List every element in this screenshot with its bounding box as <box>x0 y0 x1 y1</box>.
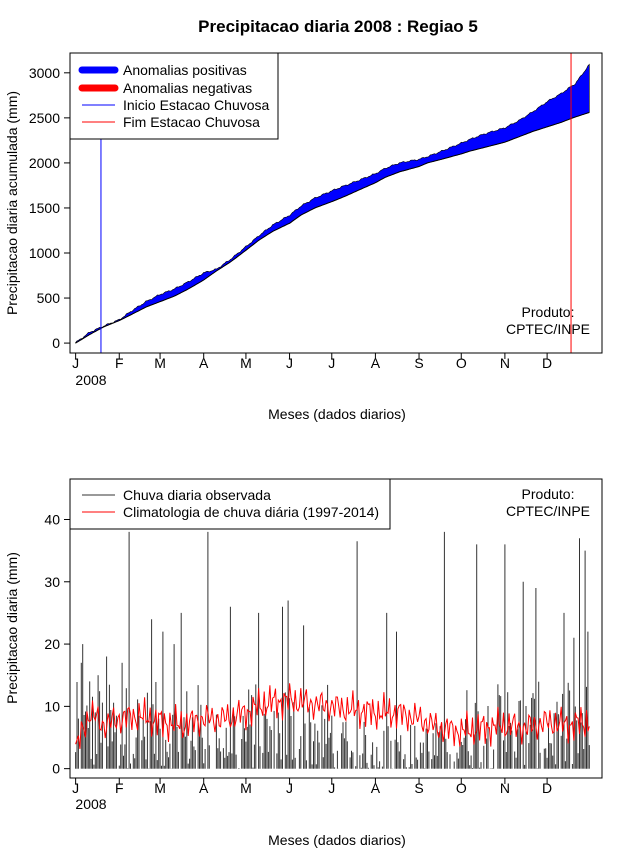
top-y-tick-label: 3000 <box>29 65 60 81</box>
bottom-x-tick-label: O <box>456 780 467 796</box>
top-x-tick-label: J <box>286 355 293 371</box>
bottom-y-tick-label: 40 <box>44 511 60 527</box>
top-x-tick-label: S <box>414 355 423 371</box>
climatology-accumulated-line <box>75 112 590 344</box>
bottom-y-tick-label: 10 <box>44 698 60 714</box>
bottom-x-tick-label: A <box>371 780 381 796</box>
bottom-x-tick-label: J <box>328 780 335 796</box>
bottom-legend: Chuva diaria observada Climatologia de c… <box>69 478 391 530</box>
bottom-x-tick-label: A <box>199 780 209 796</box>
bottom-x-tick-label: J <box>286 780 293 796</box>
bottom-x-tick-label: M <box>154 780 166 796</box>
chart-title: Precipitacao diaria 2008 : Regiao 5 <box>198 17 478 36</box>
top-y-axis-label: Precipitacao diaria acumulada (mm) <box>4 91 20 315</box>
bottom-plot-area <box>75 531 590 769</box>
bottom-y-tick-label: 30 <box>44 574 60 590</box>
top-x-axis-label: Meses (dados diarios) <box>268 406 406 422</box>
top-x-tick-label: F <box>115 355 124 371</box>
legend-label-observed: Chuva diaria observada <box>123 487 271 503</box>
top-y-tick-label: 1000 <box>29 245 60 261</box>
climatology-daily-line <box>75 683 590 749</box>
top-y-tick-label: 2500 <box>29 110 60 126</box>
top-x-tick-label: N <box>500 355 510 371</box>
top-x-tick-label: A <box>371 355 381 371</box>
bottom-annotation-line-1: Produto: <box>522 486 575 502</box>
top-x-tick-label: J <box>72 355 79 371</box>
top-y-axis: 0 500 1000 1500 2000 2500 3000 <box>29 65 70 351</box>
top-x-tick-label: M <box>240 355 252 371</box>
top-annotation-line-2: CPTEC/INPE <box>506 321 590 337</box>
top-annotation-line-1: Produto: <box>522 304 575 320</box>
bottom-annotation-line-2: CPTEC/INPE <box>506 503 590 519</box>
legend-label-season-start: Inicio Estacao Chuvosa <box>123 97 270 113</box>
bottom-x-tick-label: F <box>115 780 124 796</box>
top-x-tick-label: O <box>456 355 467 371</box>
top-x-tick-label: M <box>154 355 166 371</box>
top-y-tick-label: 0 <box>52 335 60 351</box>
bottom-chart: 0 10 20 30 40 J F M A M J J A S O N D 2008 Meses (dados… <box>4 478 603 848</box>
observed-daily-series <box>75 531 590 769</box>
bottom-y-tick-label: 20 <box>44 636 60 652</box>
top-y-tick-label: 1500 <box>29 200 60 216</box>
bottom-x-tick-label: J <box>72 780 79 796</box>
bottom-year-label: 2008 <box>75 796 106 812</box>
bottom-legend-box <box>69 478 391 530</box>
legend-label-climatology: Climatologia de chuva diária (1997-2014) <box>123 504 379 520</box>
bottom-x-axis-label: Meses (dados diarios) <box>268 832 406 848</box>
top-x-tick-label: D <box>542 355 552 371</box>
top-chart: Precipitacao diaria 2008 : Regiao 5 0 500… <box>4 17 603 422</box>
legend-label-positive: Anomalias positivas <box>123 62 247 78</box>
bottom-x-tick-label: S <box>414 780 423 796</box>
bottom-x-tick-label: N <box>500 780 510 796</box>
top-legend: Anomalias positivas Anomalias negativas … <box>69 52 279 140</box>
bottom-x-tick-label: M <box>240 780 252 796</box>
bottom-y-axis: 0 10 20 30 40 <box>44 511 70 777</box>
top-y-tick-label: 2000 <box>29 155 60 171</box>
top-x-tick-label: J <box>328 355 335 371</box>
legend-label-negative: Anomalias negativas <box>123 80 252 96</box>
bottom-x-tick-label: D <box>542 780 552 796</box>
top-year-label: 2008 <box>75 372 106 388</box>
bottom-y-axis-label: Precipitacao diaria (mm) <box>4 552 20 704</box>
bottom-y-tick-label: 0 <box>52 761 60 777</box>
top-y-tick-label: 500 <box>37 290 61 306</box>
legend-label-season-end: Fim Estacao Chuvosa <box>123 114 260 130</box>
top-x-tick-label: A <box>199 355 209 371</box>
